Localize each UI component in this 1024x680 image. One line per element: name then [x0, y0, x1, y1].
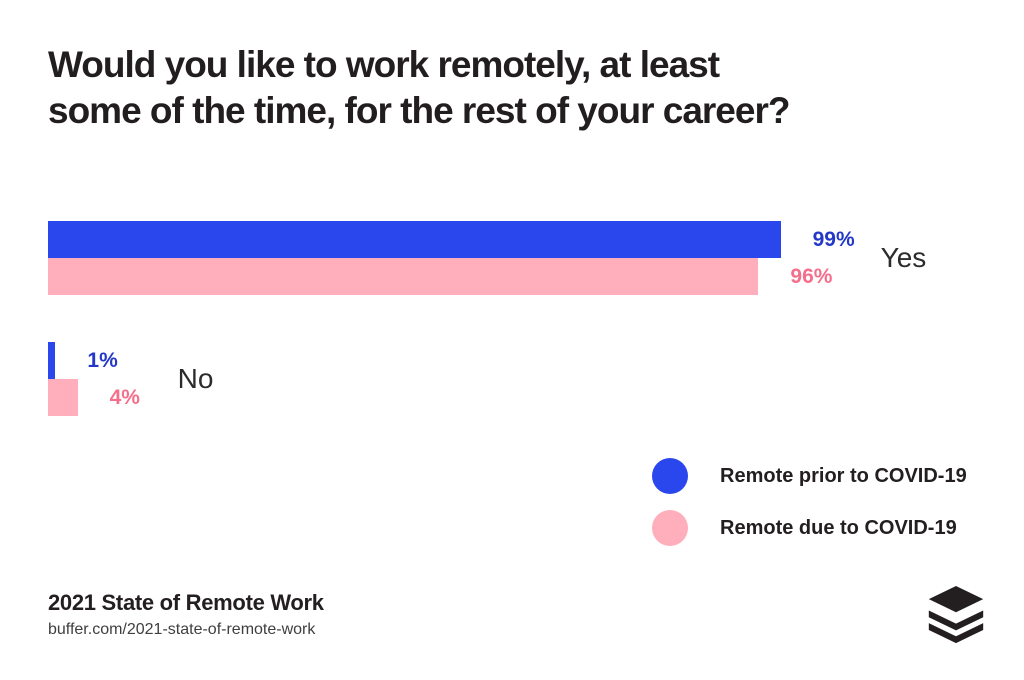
category-label-no: No — [177, 363, 214, 394]
legend-item-remote-prior: Remote prior to COVID-19 — [652, 458, 967, 494]
bar-no-remote-due — [48, 379, 78, 416]
bar-yes-remote-due — [48, 258, 759, 295]
value-label-no-remote-prior: 1% — [87, 348, 118, 372]
value-label-yes-remote-due: 96% — [790, 264, 833, 288]
chart-title: Would you like to work remotely, at leas… — [48, 42, 968, 134]
legend-label: Remote due to COVID-19 — [720, 516, 957, 539]
legend-swatch-blue-circle-icon — [652, 458, 688, 494]
value-label-yes-remote-prior: 99% — [812, 227, 855, 251]
legend-swatch-pink-circle-icon — [652, 510, 688, 546]
buffer-logo-icon — [928, 586, 984, 644]
category-label-yes: Yes — [880, 242, 927, 273]
legend: Remote prior to COVID-19 Remote due to C… — [652, 458, 967, 546]
chart-title-line-2: some of the time, for the rest of your c… — [48, 90, 790, 131]
report-url: buffer.com/2021-state-of-remote-work — [48, 621, 316, 638]
legend-label: Remote prior to COVID-19 — [720, 464, 967, 487]
chart-title-line-1: Would you like to work remotely, at leas… — [48, 44, 720, 85]
bar-no-remote-prior — [48, 342, 56, 379]
bar-yes-remote-prior — [48, 221, 781, 258]
report-title: 2021 State of Remote Work — [48, 590, 324, 615]
legend-item-remote-due: Remote due to COVID-19 — [652, 510, 967, 546]
value-label-no-remote-due: 4% — [109, 385, 140, 409]
